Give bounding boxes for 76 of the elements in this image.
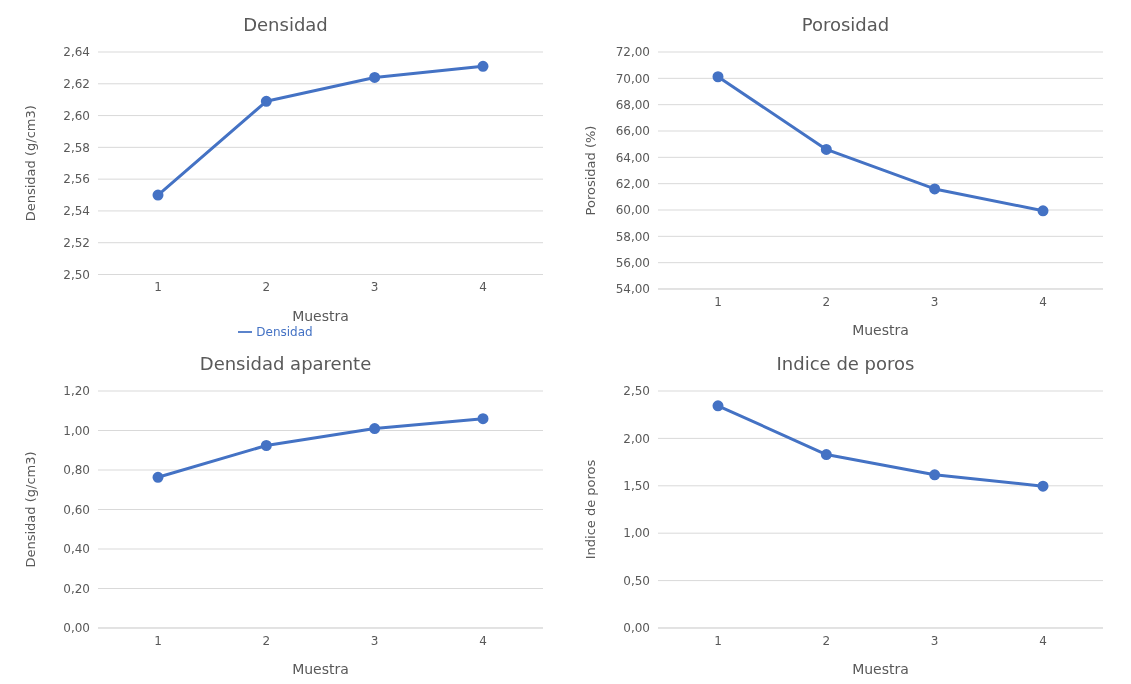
point	[152, 471, 164, 483]
point	[820, 449, 832, 461]
y-tick-label: 70,00	[615, 71, 650, 86]
x-axis-title: Muestra	[852, 661, 909, 677]
y-tick-label: 2,52	[63, 235, 90, 250]
point	[152, 189, 164, 201]
y-tick-label: 2,60	[63, 108, 90, 123]
x-tick-label: 2	[822, 294, 831, 309]
chart-title: Indice de poros	[775, 352, 916, 376]
point	[929, 469, 941, 481]
y-tick-label: 1,50	[623, 479, 650, 494]
y-tick-label: 64,00	[615, 150, 650, 165]
x-tick-label: 4	[1039, 294, 1047, 309]
y-tick-label: 0,20	[63, 581, 90, 596]
x-tick-label: 3	[370, 280, 379, 295]
y-tick-label: 72,00	[615, 45, 650, 60]
y-axis-title: Densidad (g/cm3)	[22, 451, 38, 568]
chart-title: Densidad	[242, 13, 329, 37]
y-tick-label: 0,80	[63, 463, 90, 478]
x-tick-label: 2	[822, 633, 831, 648]
x-tick-label: 4	[1039, 633, 1047, 648]
y-tick-label: 2,50	[63, 267, 90, 282]
x-tick-label: 2	[262, 633, 271, 648]
y-tick-label: 2,58	[63, 140, 90, 155]
point	[369, 423, 381, 435]
y-axis-title: Indice de poros	[582, 459, 598, 560]
y-tick-label: 0,60	[63, 502, 90, 517]
y-tick-label: 2,54	[63, 204, 90, 219]
legend-label: Densidad	[256, 324, 313, 339]
y-tick-label: 0,50	[623, 573, 650, 588]
y-axis-title: Porosidad (%)	[582, 125, 598, 216]
x-tick-label: 1	[154, 280, 162, 295]
y-tick-label: 56,00	[615, 255, 650, 270]
y-tick-label: 58,00	[615, 229, 650, 244]
x-tick-label: 1	[154, 633, 162, 648]
x-tick-label: 4	[479, 280, 487, 295]
point	[820, 143, 832, 155]
x-tick-label: 3	[370, 633, 379, 648]
chart-title: Porosidad	[800, 13, 891, 37]
x-axis-title: Muestra	[852, 322, 909, 338]
y-tick-label: 2,50	[623, 384, 650, 399]
y-tick-label: 1,00	[63, 423, 90, 438]
y-tick-label: 54,00	[615, 282, 650, 297]
y-tick-label: 1,00	[623, 526, 650, 541]
point	[369, 71, 381, 83]
x-tick-label: 1	[714, 294, 722, 309]
y-tick-label: 68,00	[615, 97, 650, 112]
y-tick-label: 62,00	[615, 176, 650, 191]
x-tick-label: 3	[930, 633, 939, 648]
y-tick-label: 2,64	[63, 45, 90, 60]
y-axis-title: Densidad (g/cm3)	[22, 105, 38, 222]
y-tick-label: 0,00	[63, 621, 90, 636]
y-tick-label: 1,20	[63, 384, 90, 399]
point	[260, 440, 272, 452]
y-tick-label: 0,40	[63, 542, 90, 557]
y-tick-label: 2,62	[63, 77, 90, 92]
y-tick-label: 0,00	[623, 621, 650, 636]
point	[477, 413, 489, 425]
x-tick-label: 4	[479, 633, 487, 648]
x-tick-label: 1	[714, 633, 722, 648]
point	[260, 95, 272, 107]
y-tick-label: 60,00	[615, 203, 650, 218]
y-tick-label: 2,56	[63, 172, 90, 187]
x-axis-title: Muestra	[292, 307, 349, 324]
x-tick-label: 2	[262, 280, 271, 295]
point	[712, 400, 724, 412]
chart-title: Densidad aparente	[198, 352, 373, 376]
point	[712, 71, 724, 83]
x-axis-title: Muestra	[292, 661, 349, 677]
point	[477, 60, 489, 72]
point	[1037, 205, 1049, 217]
x-tick-label: 3	[930, 294, 939, 309]
point	[929, 183, 941, 195]
point	[1037, 480, 1049, 492]
y-tick-label: 66,00	[615, 124, 650, 139]
y-tick-label: 2,00	[623, 431, 650, 446]
